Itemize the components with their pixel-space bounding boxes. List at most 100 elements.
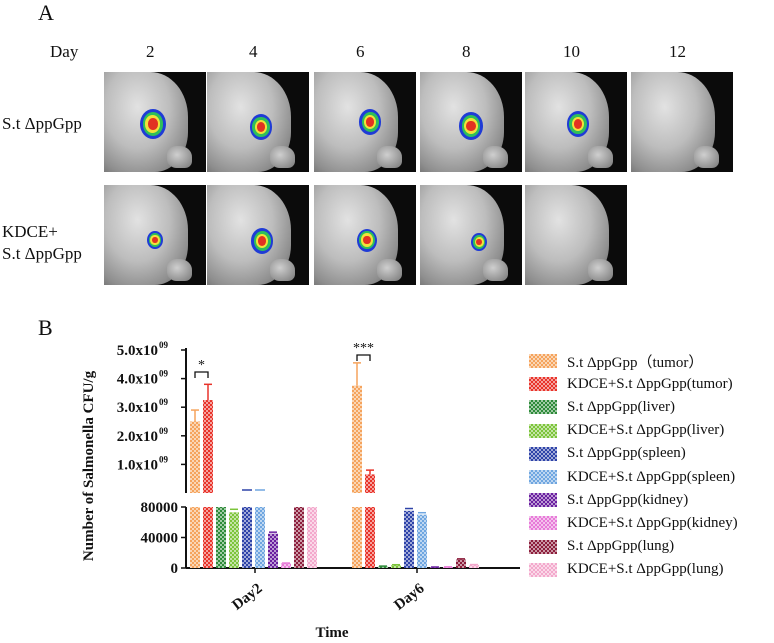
legend-label: KDCE+S.t ΔppGpp(spleen) — [567, 468, 736, 485]
bioluminescence-spot — [365, 117, 375, 127]
bar-texture — [307, 507, 317, 568]
row2-label-line2: S.t ΔppGpp — [2, 244, 82, 263]
day-label-8: 8 — [462, 42, 471, 61]
y-tick-label-upper: 4.0x10 — [117, 372, 158, 388]
legend-item: S.t ΔppGpp(spleen) — [529, 445, 686, 463]
legend-label: S.t ΔppGpp（tumor） — [567, 354, 704, 371]
bar-lower-texture — [365, 507, 375, 568]
mouse-image-row2-1 — [104, 185, 206, 285]
significance-bracket — [356, 354, 371, 361]
significance-bracket — [194, 371, 209, 378]
y-tick-label-upper: 1.0x10 — [117, 457, 158, 473]
bioluminescence-spot — [256, 122, 266, 132]
mouse-image-row1-6 — [631, 72, 733, 172]
y-tick-exponent: 09 — [159, 454, 169, 464]
day-label-2: 2 — [146, 42, 155, 61]
legend-label: KDCE+S.t ΔppGpp(liver) — [567, 422, 725, 439]
y-tick-exponent: 09 — [159, 397, 169, 407]
legend-swatch — [529, 516, 557, 531]
mouse-image-row2-3 — [314, 185, 416, 285]
day-label-6: 6 — [356, 42, 365, 61]
y-tick-label-lower: 80000 — [141, 500, 179, 516]
bioluminescence-spot — [466, 120, 476, 132]
mouse-image-row1-2 — [207, 72, 309, 172]
legend-item: KDCE+S.t ΔppGpp(liver) — [529, 422, 724, 440]
bioluminescence-spot — [148, 118, 158, 130]
row1-label: S.t ΔppGpp — [2, 114, 82, 133]
mouse-image-row1-5 — [525, 72, 627, 172]
bioluminescence-spot — [363, 235, 371, 245]
bar-texture — [242, 507, 252, 568]
legend-swatch — [529, 493, 557, 508]
bar-texture — [294, 507, 304, 568]
legend-swatch — [529, 377, 557, 392]
bar-texture — [456, 559, 466, 568]
legend-swatch — [529, 354, 557, 368]
y-tick-label-upper: 2.0x10 — [117, 429, 158, 445]
mouse-image-row2-2 — [207, 185, 309, 285]
legend-item: S.t ΔppGpp(liver) — [529, 398, 675, 416]
day-label-4: 4 — [249, 42, 258, 61]
panel-a-label: A — [38, 0, 54, 25]
legend-item: KDCE+S.t ΔppGpp(kidney) — [529, 514, 738, 532]
bar-texture — [229, 512, 239, 568]
legend-item: S.t ΔppGpp(lung) — [529, 538, 674, 556]
legend-label: KDCE+S.t ΔppGpp(lung) — [567, 561, 724, 578]
bar-texture — [378, 566, 388, 568]
bar-texture — [365, 474, 375, 493]
mouse-image-row1-3 — [314, 72, 416, 172]
row2-label-line1: KDCE+ — [2, 222, 58, 241]
bioluminescence-spot — [476, 238, 483, 246]
bar-texture — [281, 563, 291, 568]
y-tick-label-lower: 0 — [171, 561, 179, 577]
y-tick-label-upper: 3.0x10 — [117, 400, 158, 416]
bar-texture — [203, 400, 213, 493]
day-header: Day — [50, 42, 79, 61]
day-label-12: 12 — [669, 42, 686, 61]
legend-swatch — [529, 539, 557, 554]
legend-label: KDCE+S.t ΔppGpp(tumor) — [567, 375, 733, 392]
significance-marker: * — [198, 358, 205, 373]
legend-label: KDCE+S.t ΔppGpp(kidney) — [567, 514, 738, 531]
y-tick-label-upper: 5.0x10 — [117, 343, 158, 359]
y-axis-label: Number of Salmonella CFU/g — [81, 370, 97, 561]
legend-item: KDCE+S.t ΔppGpp(tumor) — [529, 375, 733, 393]
bar-texture — [255, 507, 265, 568]
bar-texture — [391, 565, 401, 568]
panel-b-label: B — [38, 315, 53, 340]
y-tick-label-lower: 40000 — [141, 531, 179, 547]
significance-marker: *** — [353, 341, 374, 356]
bar-lower-texture — [352, 507, 362, 568]
legend-swatch — [529, 470, 557, 484]
legend-item: S.t ΔppGpp（tumor） — [529, 352, 704, 371]
mouse-image-row1-4 — [420, 72, 522, 172]
bioluminescence-spot — [573, 119, 583, 129]
x-category-label: Day2 — [229, 581, 265, 614]
day-label-10: 10 — [563, 42, 580, 61]
bioluminescence-spot — [151, 236, 159, 244]
x-axis-label: Time — [315, 625, 348, 641]
mouse-image-row1-1 — [104, 72, 206, 172]
bioluminescence-spot — [257, 236, 267, 246]
legend-label: S.t ΔppGpp(lung) — [567, 538, 675, 555]
y-tick-exponent: 09 — [159, 426, 169, 436]
mouse-image-row2-5 — [525, 185, 627, 285]
bar-texture — [190, 421, 200, 493]
bar-texture — [417, 514, 427, 568]
x-category-label: Day6 — [391, 580, 428, 613]
legend-label: S.t ΔppGpp(liver) — [567, 398, 675, 415]
y-tick-exponent: 09 — [159, 369, 169, 379]
legend-swatch — [529, 446, 557, 461]
legend-item: KDCE+S.t ΔppGpp(spleen) — [529, 468, 735, 486]
bar-texture — [352, 385, 362, 493]
y-tick-exponent: 09 — [159, 340, 169, 350]
bar-texture — [268, 533, 278, 568]
bar-lower-texture — [190, 507, 200, 568]
bar-texture — [216, 507, 226, 568]
mouse-image-row2-4 — [420, 185, 522, 285]
bar-texture — [404, 510, 414, 568]
legend-swatch — [529, 400, 557, 415]
legend-item: S.t ΔppGpp(kidney) — [529, 491, 688, 509]
legend-label: S.t ΔppGpp(spleen) — [567, 445, 686, 462]
